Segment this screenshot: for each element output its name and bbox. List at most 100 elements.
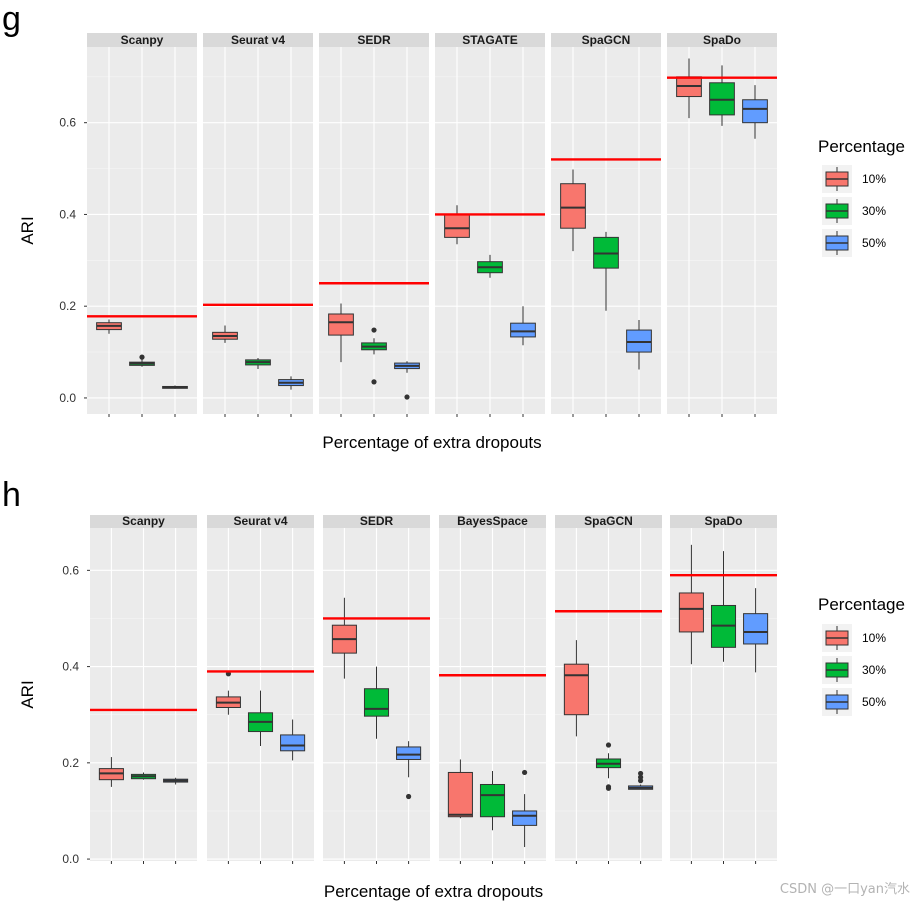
facet-spado: SpaDo	[667, 33, 777, 417]
box-spagcn-10	[563, 640, 589, 737]
box-sedr-50	[394, 361, 420, 400]
outlier-point	[522, 769, 528, 776]
outlier-point	[371, 379, 377, 385]
facet-strip	[87, 33, 197, 47]
facet-scanpy: Scanpy	[87, 33, 197, 417]
facet-strip	[435, 33, 545, 47]
legend-item-50: 50%	[822, 229, 886, 257]
outlier-point	[638, 778, 644, 784]
box-spagcn-30	[593, 231, 619, 311]
box-body	[396, 746, 422, 760]
legend: Percentage 10% 30% 50%	[818, 595, 905, 716]
facet-spado: SpaDo	[670, 514, 777, 864]
x-axis-title: Percentage of extra dropouts	[322, 433, 541, 452]
facet-strip-label: STAGATE	[462, 33, 518, 47]
facet-sedr: SEDR	[323, 514, 430, 864]
box-stagate-50	[510, 306, 536, 346]
box-body	[479, 783, 506, 818]
legend-item-10: 10%	[822, 165, 886, 193]
box-seurat-v4-50	[280, 719, 306, 761]
box-sedr-30	[361, 327, 387, 385]
legend-label: 10%	[862, 172, 886, 186]
box-body	[742, 99, 768, 124]
y-tick-label: 0.0	[62, 852, 79, 866]
box-bayesspace-50	[512, 769, 538, 848]
box-spagcn-50	[626, 319, 652, 370]
legend-title: Percentage	[818, 595, 905, 614]
box-body	[363, 688, 390, 717]
box-body	[560, 183, 586, 229]
box-bayesspace-10	[447, 759, 473, 819]
box-sedr-10	[331, 597, 357, 679]
box-seurat-v4-50	[278, 376, 304, 390]
facet-strip-label: BayesSpace	[457, 514, 528, 528]
facet-strip-label: SpaGCN	[584, 514, 633, 528]
panel-letter: h	[2, 476, 21, 514]
box-body	[510, 322, 536, 338]
facet-seurat-v4: Seurat v4	[207, 514, 314, 864]
outlier-point	[605, 785, 612, 791]
box-seurat-v4-30	[247, 690, 274, 746]
box-sedr-10	[328, 303, 354, 363]
legend-item-30: 30%	[822, 656, 886, 684]
box-body	[678, 592, 704, 633]
outlier-point	[406, 793, 412, 800]
box-scanpy-10	[98, 757, 124, 787]
x-axis-title: Percentage of extra dropouts	[324, 882, 543, 901]
legend-title: Percentage	[818, 137, 905, 156]
chart-h: h 0.0 0.2 0.4 0.6 ARI Percentage of extra drop…	[2, 476, 905, 901]
box-body	[743, 613, 769, 645]
box-scanpy-30	[130, 772, 157, 780]
facet-strip-label: SpaDo	[703, 33, 741, 47]
facet-strip	[90, 515, 197, 528]
facet-strip-label: SEDR	[357, 33, 391, 47]
facet-strip-label: Seurat v4	[233, 514, 287, 528]
facet-strip	[323, 515, 430, 528]
box-spagcn-50	[628, 770, 654, 790]
box-scanpy-30	[129, 354, 155, 367]
facet-sedr: SEDR	[319, 33, 429, 417]
facet-strip	[667, 33, 777, 47]
facet-strip	[203, 33, 313, 47]
box-spado-30	[709, 65, 735, 126]
legend-label: 50%	[862, 236, 886, 250]
box-stagate-30	[477, 254, 503, 278]
box-sedr-50	[396, 741, 422, 800]
facet-strip	[670, 515, 777, 528]
chart-g: g 0.0 0.2 0.4 0.6 ARI Percentage of extra drop…	[2, 0, 905, 452]
box-scanpy-50	[163, 777, 189, 785]
facet-strip-label: Seurat v4	[231, 33, 285, 47]
box-scanpy-50	[162, 385, 188, 389]
outlier-point	[605, 742, 612, 748]
box-seurat-v4-10	[212, 325, 238, 343]
box-body	[563, 663, 589, 716]
box-sedr-30	[363, 666, 390, 739]
legend-label: 30%	[862, 204, 886, 218]
outlier-point	[404, 394, 410, 400]
facet-strip	[207, 515, 314, 528]
box-spado-50	[743, 588, 769, 673]
legend-item-50: 50%	[822, 688, 886, 716]
y-tick-label: 0.2	[62, 756, 79, 770]
facet-strip	[319, 33, 429, 47]
facet-strip-label: SpaGCN	[582, 33, 631, 47]
facet-strip-label: SEDR	[360, 514, 394, 528]
box-spagcn-10	[560, 169, 586, 252]
y-tick-label: 0.2	[59, 299, 76, 313]
y-axis-title: ARI	[18, 680, 37, 708]
box-body	[447, 771, 473, 818]
facet-strip	[439, 515, 546, 528]
outlier-point	[371, 327, 377, 333]
facet-strip	[555, 515, 662, 528]
outlier-point	[139, 354, 145, 360]
box-body	[512, 810, 538, 826]
facet-spagcn: SpaGCN	[555, 514, 662, 864]
panel-letter: g	[2, 0, 21, 38]
y-tick-label: 0.4	[62, 660, 79, 674]
outlier-point	[638, 770, 644, 777]
box-body	[444, 213, 470, 238]
facet-spagcn: SpaGCN	[551, 33, 661, 417]
facet-seurat-v4: Seurat v4	[203, 33, 313, 417]
box-spado-10	[676, 58, 702, 119]
